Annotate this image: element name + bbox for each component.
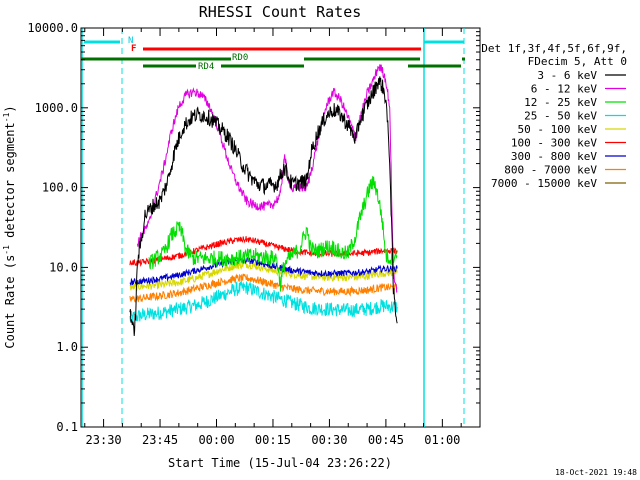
x-tick-label: 01:00: [424, 433, 460, 447]
chart-title: RHESSI Count Rates: [199, 3, 362, 21]
y-tick-label: 10.0: [49, 260, 78, 274]
legend-label-7000-15000-kev: 7000 - 15000 keV: [491, 177, 597, 190]
legend-label-800-7000-kev: 800 - 7000 keV: [504, 164, 597, 177]
y-axis-label-part3: ): [3, 105, 17, 112]
flare-label: F: [131, 44, 136, 54]
x-tick-label: 00:00: [198, 433, 234, 447]
night-label: N: [128, 36, 133, 46]
x-axis-label: Start Time (15-Jul-04 23:26:22): [168, 456, 392, 470]
x-axis: 23:30 23:45 00:00 00:15 00:30 00:45 01:00: [84, 28, 462, 447]
series-layer: [129, 64, 398, 336]
legend-label-100-300-kev: 100 - 300 keV: [511, 137, 597, 150]
generation-timestamp: 18-Oct-2021 19:48: [555, 468, 637, 477]
legend-header-line2: FDecim 5, Att 0: [528, 55, 627, 68]
time-markers: [81, 28, 465, 427]
legend-label-25-50-kev: 25 - 50 keV: [524, 110, 597, 123]
legend-label-50-100-kev: 50 - 100 keV: [518, 123, 598, 136]
rd0-label: RD0: [232, 53, 248, 63]
y-tick-label: 1000.0: [35, 101, 78, 115]
series-line-100-300-kev: [129, 236, 398, 267]
x-tick-label: 00:30: [311, 433, 347, 447]
legend-label-300-800-kev: 300 - 800 keV: [511, 150, 597, 163]
y-tick-label: 100.0: [42, 181, 78, 195]
y-axis-label-sup2: -1: [2, 112, 11, 122]
series-line-25-50-kev: [129, 280, 398, 323]
state-bars: N F RD0 RD4: [81, 36, 465, 72]
legend-label-6-12-kev: 6 - 12 keV: [531, 83, 598, 96]
series-line-800-7000-kev: [129, 273, 398, 303]
y-axis-label-part1: Count Rate (s: [3, 255, 17, 349]
y-axis-label-part2: detector segment: [3, 122, 17, 245]
series-line-12-25-kev: [148, 176, 398, 292]
y-axis-label: Count Rate (s-1 detector segment-1): [2, 105, 17, 348]
x-tick-label: 23:45: [142, 433, 178, 447]
x-tick-label: 00:15: [255, 433, 291, 447]
rd4-label: RD4: [198, 62, 214, 72]
y-tick-label: 1.0: [56, 340, 78, 354]
legend-label-12-25-kev: 12 - 25 keV: [524, 96, 597, 109]
x-tick-label: 23:30: [86, 433, 122, 447]
y-axis: 10000.0 1000.0 100.0 10.0 1.0 0.1: [27, 21, 480, 434]
y-axis-label-sup1: -1: [2, 245, 11, 255]
legend: Det 1f,3f,4f,5f,6f,9f, FDecim 5, Att 0 3…: [481, 42, 627, 190]
legend-header-line1: Det 1f,3f,4f,5f,6f,9f,: [481, 42, 627, 55]
legend-label-3-6-kev: 3 - 6 keV: [537, 69, 597, 82]
y-tick-label: 0.1: [56, 420, 78, 434]
x-tick-label: 00:45: [368, 433, 404, 447]
series-line-3-6-kev: [129, 76, 398, 336]
plot-frame: [80, 27, 481, 428]
y-tick-label: 10000.0: [27, 21, 78, 35]
series-line-300-800-kev: [129, 256, 398, 286]
